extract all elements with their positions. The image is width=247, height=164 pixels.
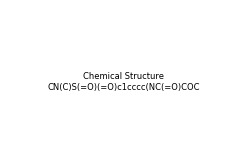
Text: Chemical Structure
CN(C)S(=O)(=O)c1cccc(NC(=O)COC: Chemical Structure CN(C)S(=O)(=O)c1cccc(… [47, 72, 200, 92]
